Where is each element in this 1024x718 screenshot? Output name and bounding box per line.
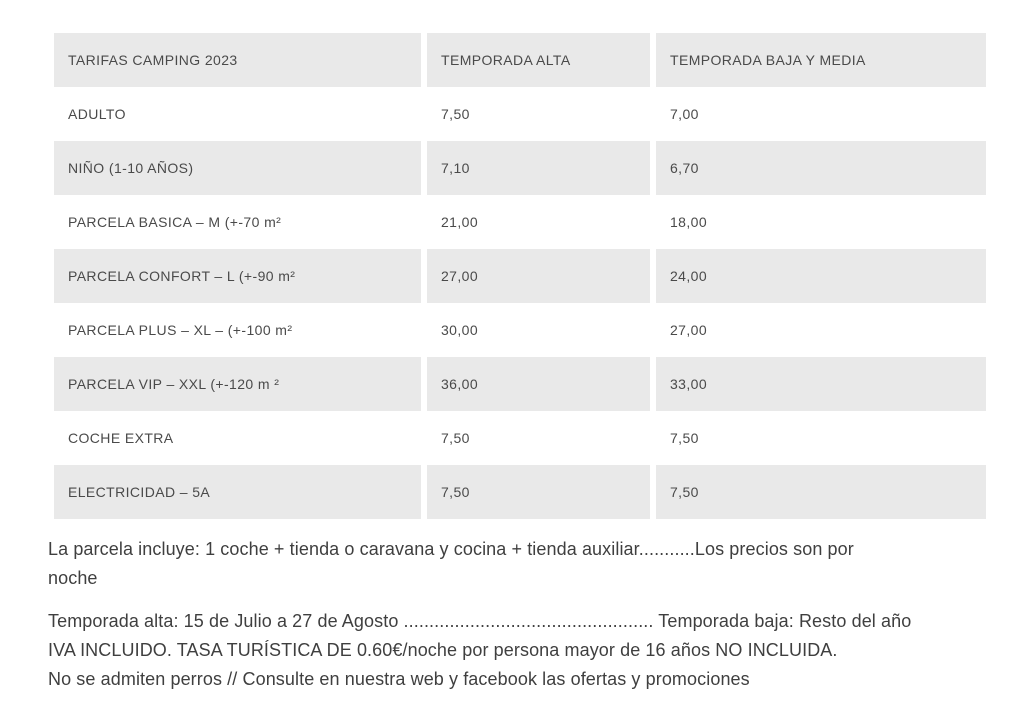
pricing-table: TARIFAS CAMPING 2023 TEMPORADA ALTA TEMP… [48,33,992,519]
table-row-parcela-confort: PARCELA CONFORT – L (+-90 m² 27,00 24,00 [54,249,986,303]
notes-section: La parcela incluye: 1 coche + tienda o c… [48,535,992,694]
table-row-parcela-vip: PARCELA VIP – XXL (+-120 m ² 36,00 33,00 [54,357,986,411]
note-line: No se admiten perros // Consulte en nues… [48,669,750,689]
price-cell-alta: 7,50 [427,411,650,465]
price-cell-baja: 18,00 [656,195,986,249]
table-row-nino: NIÑO (1-10 AÑOS) 7,10 6,70 [54,141,986,195]
table-header-row: TARIFAS CAMPING 2023 TEMPORADA ALTA TEMP… [54,33,986,87]
price-cell-alta: 21,00 [427,195,650,249]
price-cell-alta: 7,50 [427,87,650,141]
price-cell-baja: 6,70 [656,141,986,195]
price-cell-alta: 7,10 [427,141,650,195]
price-cell-baja: 7,00 [656,87,986,141]
price-cell-alta: 30,00 [427,303,650,357]
note-line: IVA INCLUIDO. TASA TURÍSTICA DE 0.60€/no… [48,640,838,660]
row-label-cell: PARCELA CONFORT – L (+-90 m² [54,249,421,303]
row-label-cell: COCHE EXTRA [54,411,421,465]
price-cell-baja: 7,50 [656,411,986,465]
price-cell-baja: 27,00 [656,303,986,357]
table-row-coche-extra: COCHE EXTRA 7,50 7,50 [54,411,986,465]
price-cell-alta: 27,00 [427,249,650,303]
note-line: La parcela incluye: 1 coche + tienda o c… [48,539,854,559]
row-label-cell: ELECTRICIDAD – 5A [54,465,421,519]
note-line: noche [48,568,98,588]
header-cell-tarifas: TARIFAS CAMPING 2023 [54,33,421,87]
row-label-cell: PARCELA PLUS – XL – (+-100 m² [54,303,421,357]
price-cell-baja: 33,00 [656,357,986,411]
price-cell-baja: 24,00 [656,249,986,303]
row-label-cell: PARCELA BASICA – M (+-70 m² [54,195,421,249]
table-row-parcela-basica: PARCELA BASICA – M (+-70 m² 21,00 18,00 [54,195,986,249]
note-paragraph-parcela: La parcela incluye: 1 coche + tienda o c… [48,535,992,593]
price-cell-baja: 7,50 [656,465,986,519]
header-cell-temporada-alta: TEMPORADA ALTA [427,33,650,87]
row-label-cell: PARCELA VIP – XXL (+-120 m ² [54,357,421,411]
table-row-parcela-plus: PARCELA PLUS – XL – (+-100 m² 30,00 27,0… [54,303,986,357]
price-cell-alta: 7,50 [427,465,650,519]
table-row-electricidad: ELECTRICIDAD – 5A 7,50 7,50 [54,465,986,519]
row-label-cell: NIÑO (1-10 AÑOS) [54,141,421,195]
note-line: Temporada alta: 15 de Julio a 27 de Agos… [48,611,912,631]
header-cell-temporada-baja-media: TEMPORADA BAJA Y MEDIA [656,33,986,87]
price-cell-alta: 36,00 [427,357,650,411]
note-paragraph-condiciones: Temporada alta: 15 de Julio a 27 de Agos… [48,607,992,694]
table-row-adulto: ADULTO 7,50 7,00 [54,87,986,141]
row-label-cell: ADULTO [54,87,421,141]
camping-rates-page: TARIFAS CAMPING 2023 TEMPORADA ALTA TEMP… [48,0,992,694]
